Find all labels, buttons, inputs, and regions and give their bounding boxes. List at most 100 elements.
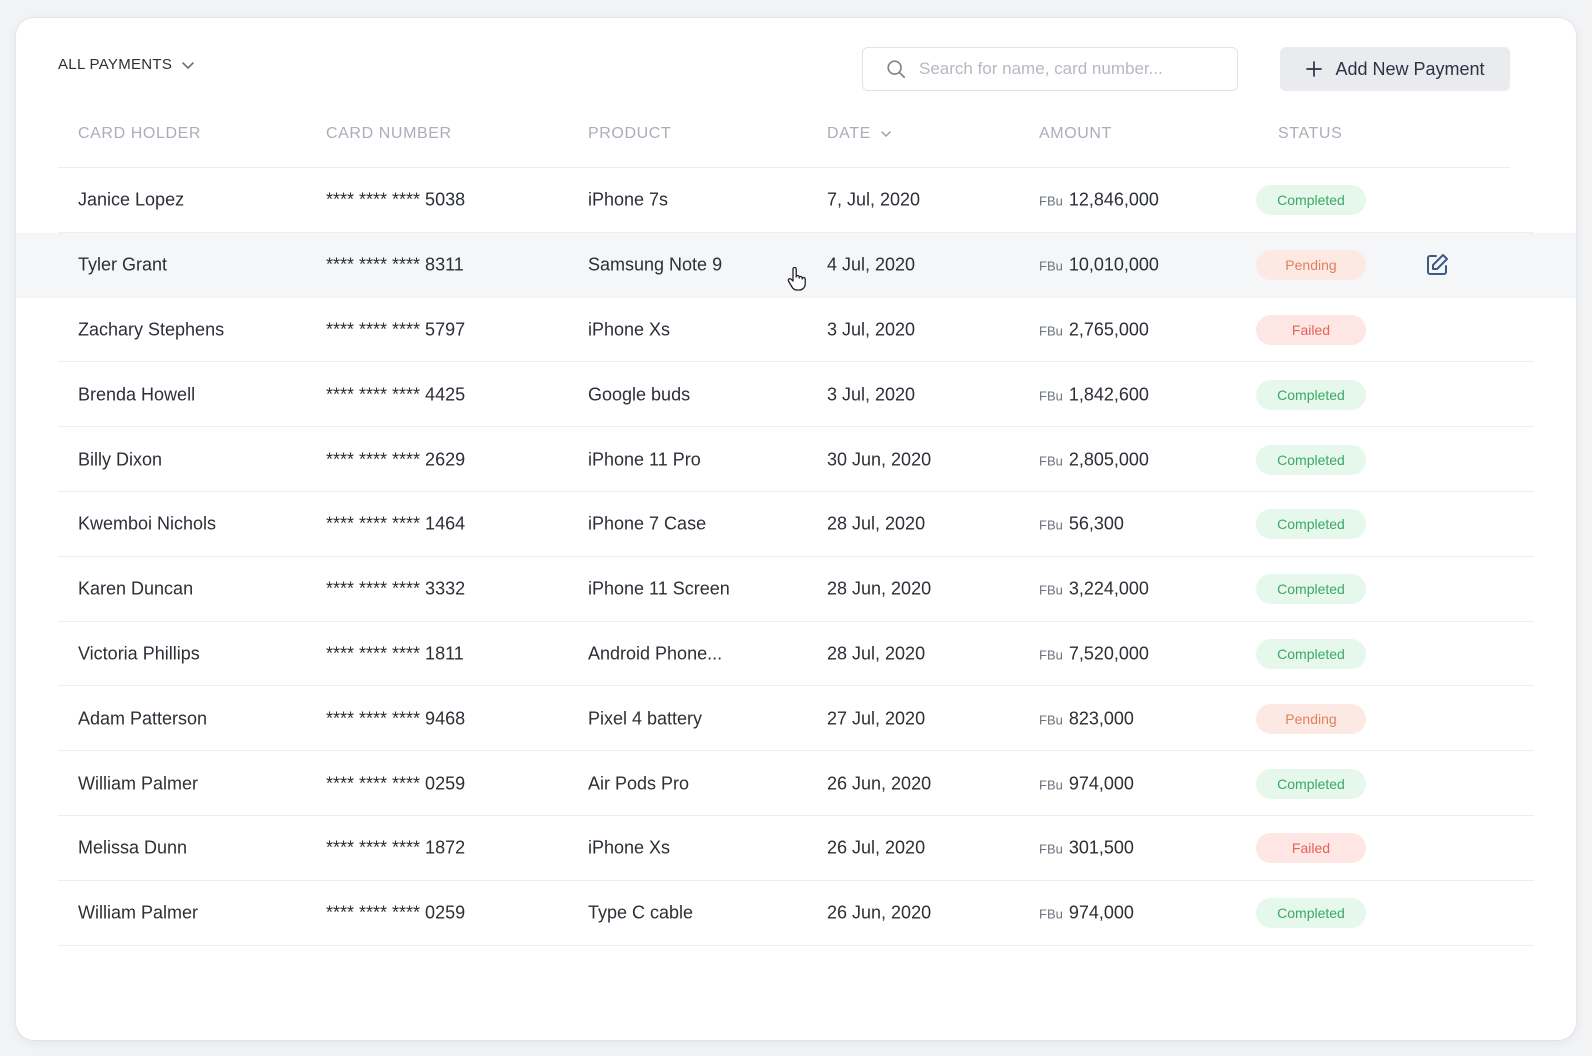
chevron-down-icon [182, 61, 195, 69]
search-icon [887, 60, 906, 79]
column-header-label: STATUS [1278, 125, 1343, 142]
card-number-cell: **** **** **** 5038 [326, 189, 466, 210]
date-cell: 7, Jul, 2020 [827, 189, 921, 210]
table-row[interactable]: Adam Patterson **** **** **** 9468 Pixel 4… [16, 686, 1576, 752]
amount-value: 301,500 [1068, 837, 1134, 858]
card-number-cell: **** **** **** 5797 [326, 319, 466, 340]
table-row[interactable]: Brenda Howell **** **** **** 4425 Google b… [16, 362, 1576, 428]
row-divider [58, 814, 1534, 816]
product-cell: Type C cable [588, 902, 694, 923]
status-badge: Pending [1256, 250, 1366, 281]
card-holder-cell: Adam Patterson [78, 708, 208, 729]
date-cell: 30 Jun, 2020 [827, 449, 932, 470]
currency-label: FBu [1039, 712, 1063, 728]
date-cell: 28 Jul, 2020 [827, 513, 926, 534]
table-row[interactable]: Zachary Stephens **** **** **** 5797 iPhon… [16, 298, 1576, 363]
search-input[interactable] [919, 59, 1219, 79]
currency-label: FBu [1039, 323, 1063, 339]
status-badge: Completed [1256, 509, 1366, 540]
table-row[interactable]: William Palmer **** **** **** 0259 Type C … [16, 881, 1576, 946]
amount-cell: FBu 12,846,000 [1039, 190, 1159, 211]
status-badge: Completed [1256, 379, 1366, 410]
product-cell: Google buds [588, 384, 691, 405]
amount-cell: FBu 7,520,000 [1039, 643, 1149, 664]
column-header-card-number[interactable]: CARD NUMBER [326, 125, 452, 143]
toolbar: ALL PAYMENTS Add New Payment [16, 18, 1576, 118]
column-header-status[interactable]: STATUS [1278, 125, 1342, 143]
amount-value: 974,000 [1068, 773, 1134, 794]
amount-value: 7,520,000 [1068, 643, 1149, 664]
payments-card: ALL PAYMENTS Add New Payment CARD HOLDER… [16, 18, 1576, 1040]
row-divider [58, 555, 1534, 557]
amount-value: 12,846,000 [1068, 189, 1159, 210]
column-header-amount[interactable]: AMOUNT [1039, 125, 1112, 143]
card-number-cell: **** **** **** 9468 [326, 708, 466, 729]
column-header-label: AMOUNT [1039, 125, 1112, 142]
amount-value: 974,000 [1068, 902, 1134, 923]
card-number-cell: **** **** **** 0259 [326, 773, 466, 794]
table-row[interactable]: Melissa Dunn **** **** **** 1872 iPhone Xs… [16, 816, 1576, 881]
amount-value: 2,765,000 [1068, 319, 1149, 340]
add-new-payment-button[interactable]: Add New Payment [1280, 47, 1510, 91]
date-cell: 28 Jun, 2020 [827, 578, 932, 599]
table-row[interactable]: William Palmer **** **** **** 0259 Air Pod… [16, 751, 1576, 816]
card-holder-cell: Brenda Howell [78, 384, 196, 405]
date-cell: 27 Jul, 2020 [827, 708, 926, 729]
amount-cell: FBu 974,000 [1039, 773, 1134, 794]
card-number-cell: **** **** **** 1872 [326, 837, 466, 858]
all-payments-filter[interactable]: ALL PAYMENTS [58, 56, 196, 73]
table-header: CARD HOLDER CARD NUMBER PRODUCT DATE AMO… [58, 118, 1510, 168]
product-cell: iPhone 11 Pro [588, 449, 701, 470]
date-cell: 26 Jul, 2020 [827, 837, 926, 858]
table-row[interactable]: Karen Duncan **** **** **** 3332 iPhone 11… [16, 557, 1576, 622]
column-header-label: CARD HOLDER [78, 125, 202, 142]
amount-cell: FBu 3,224,000 [1039, 579, 1149, 600]
product-cell: iPhone Xs [588, 319, 671, 340]
column-header-label: CARD NUMBER [326, 125, 452, 142]
column-header-date[interactable]: DATE [827, 125, 893, 143]
card-number-cell: **** **** **** 0259 [326, 902, 466, 923]
plus-icon [1306, 61, 1323, 77]
card-number-cell: **** **** **** 8311 [326, 254, 464, 275]
product-cell: Android Phone... [588, 643, 723, 664]
table-row[interactable]: Kwemboi Nichols **** **** **** 1464 iPhone… [16, 492, 1576, 557]
card-holder-cell: Victoria Phillips [78, 643, 200, 664]
card-holder-cell: Kwemboi Nichols [78, 513, 217, 534]
table-row[interactable]: Tyler Grant **** **** **** 8311 Samsung No… [16, 232, 1576, 298]
column-header-label: DATE [827, 125, 871, 142]
currency-label: FBu [1039, 906, 1063, 922]
edit-icon[interactable] [1424, 252, 1450, 278]
card-number-cell: **** **** **** 2629 [326, 449, 466, 470]
row-divider [58, 944, 1534, 946]
date-cell: 26 Jun, 2020 [827, 902, 932, 923]
row-divider [58, 361, 1534, 363]
card-holder-cell: Billy Dixon [78, 449, 163, 470]
card-holder-cell: Tyler Grant [78, 254, 168, 275]
row-divider [58, 231, 1534, 233]
column-header-card-holder[interactable]: CARD HOLDER [78, 125, 201, 143]
currency-label: FBu [1039, 517, 1063, 533]
product-cell: Samsung Note 9 [588, 254, 723, 275]
status-badge: Pending [1256, 703, 1366, 734]
row-divider [58, 685, 1534, 687]
card-number-cell: **** **** **** 4425 [326, 384, 466, 405]
amount-value: 10,010,000 [1068, 254, 1159, 275]
card-holder-cell: William Palmer [78, 773, 199, 794]
card-holder-cell: Melissa Dunn [78, 837, 188, 858]
card-number-cell: **** **** **** 3332 [326, 578, 466, 599]
amount-cell: FBu 823,000 [1039, 708, 1134, 729]
row-divider [58, 750, 1534, 752]
card-holder-cell: Karen Duncan [78, 578, 194, 599]
date-cell: 26 Jun, 2020 [827, 773, 932, 794]
add-new-payment-label: Add New Payment [1335, 58, 1485, 79]
table-row[interactable]: Victoria Phillips **** **** **** 1811 Andr… [16, 622, 1576, 687]
search-box[interactable] [862, 47, 1238, 91]
product-cell: iPhone 7s [588, 189, 669, 210]
table-row[interactable]: Janice Lopez **** **** **** 5038 iPhone 7s… [16, 168, 1576, 233]
amount-value: 1,842,600 [1068, 384, 1149, 405]
column-header-product[interactable]: PRODUCT [588, 125, 671, 143]
date-cell: 4 Jul, 2020 [827, 254, 916, 275]
card-holder-cell: William Palmer [78, 902, 199, 923]
table-row[interactable]: Billy Dixon **** **** **** 2629 iPhone 11 … [16, 427, 1576, 492]
date-cell: 28 Jul, 2020 [827, 643, 926, 664]
